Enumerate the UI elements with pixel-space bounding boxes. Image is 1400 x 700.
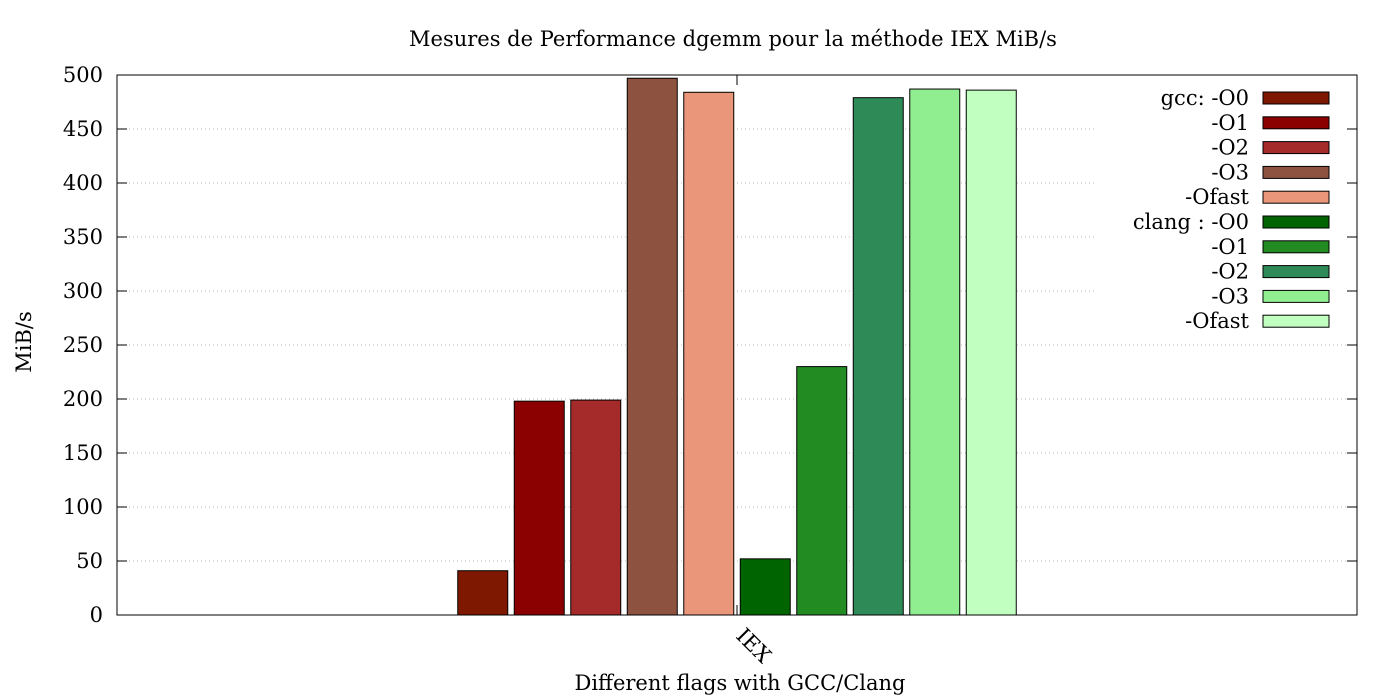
legend-label-6: -O1 xyxy=(1211,235,1249,259)
bar-2 xyxy=(570,399,622,616)
x-axis-label: Different flags with GCC/Clang xyxy=(574,671,905,695)
legend-swatch-2 xyxy=(1262,141,1330,155)
bars xyxy=(457,77,1017,616)
y-tick-label-8: 400 xyxy=(63,171,103,195)
bar-7 xyxy=(852,97,904,616)
legend-swatch-6 xyxy=(1262,240,1330,254)
legend-label-8: -O3 xyxy=(1211,284,1249,308)
x-tick-label-0: IEX xyxy=(731,624,775,668)
legend-swatch-9 xyxy=(1262,314,1330,328)
chart-title: Mesures de Performance dgemm pour la mét… xyxy=(409,27,1057,51)
y-tick-label-0: 0 xyxy=(90,603,103,627)
legend-label-4: -Ofast xyxy=(1185,185,1249,209)
grid-lines xyxy=(117,128,1357,562)
bar-5 xyxy=(739,558,791,616)
y-tick-label-7: 350 xyxy=(63,225,103,249)
legend-label-7: -O2 xyxy=(1211,260,1249,284)
legend-label-1: -O1 xyxy=(1211,111,1249,135)
bar-6 xyxy=(796,366,848,616)
legend-swatch-4 xyxy=(1262,190,1330,204)
y-tick-label-3: 150 xyxy=(63,441,103,465)
legend-swatch-8 xyxy=(1262,289,1330,303)
legend-label-2: -O2 xyxy=(1211,136,1249,160)
legend-swatch-5 xyxy=(1262,215,1330,229)
legend-label-9: -Ofast xyxy=(1185,309,1249,333)
y-tick-label-2: 100 xyxy=(63,495,103,519)
legend-label-5: clang : -O0 xyxy=(1133,210,1249,234)
y-axis-label: MiB/s xyxy=(12,311,36,373)
bar-4 xyxy=(683,91,735,616)
y-tick-label-6: 300 xyxy=(63,279,103,303)
bar-0 xyxy=(457,570,509,616)
bar-9 xyxy=(965,89,1017,616)
legend-swatch-0 xyxy=(1262,91,1330,105)
legend-label-3: -O3 xyxy=(1211,160,1249,184)
bar-3 xyxy=(626,77,678,616)
y-tick-label-9: 450 xyxy=(63,117,103,141)
y-tick-label-10: 500 xyxy=(63,63,103,87)
y-tick-label-1: 50 xyxy=(76,549,103,573)
y-tick-label-4: 200 xyxy=(63,387,103,411)
y-tick-label-5: 250 xyxy=(63,333,103,357)
legend-label-0: gcc: -O0 xyxy=(1161,86,1249,110)
bar-1 xyxy=(513,400,565,616)
legend-swatch-3 xyxy=(1262,165,1330,179)
legend-swatch-1 xyxy=(1262,116,1330,130)
legend-swatch-7 xyxy=(1262,265,1330,279)
bar-8 xyxy=(909,88,961,616)
